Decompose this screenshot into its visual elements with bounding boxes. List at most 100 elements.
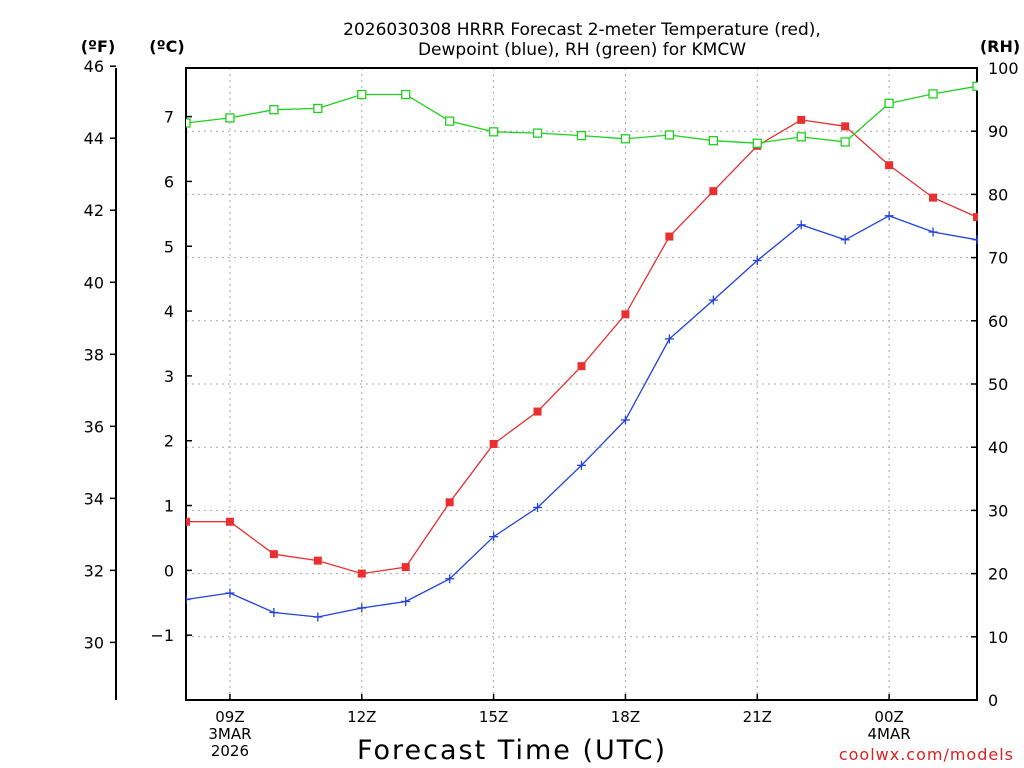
x-tick-label: 21Z (743, 708, 772, 726)
rh-tick-label: 70 (988, 249, 1008, 268)
x-tick-label: 09Z (215, 708, 244, 726)
temperature-point (445, 498, 454, 507)
temperature-point (533, 407, 542, 416)
rh-point (401, 89, 411, 100)
fahrenheit-tick-label: 32 (84, 561, 104, 580)
dewpoint-point (620, 415, 630, 425)
fahrenheit-tick-label: 30 (84, 633, 104, 652)
series-temperature (186, 115, 978, 578)
rh-point (840, 137, 850, 147)
temperature-point (665, 232, 674, 241)
rh-point (532, 128, 543, 138)
rh-point (269, 105, 279, 115)
x-tick-label: 00Z (874, 708, 903, 726)
dewpoint-point (269, 607, 279, 617)
celsius-tick-label: 1 (164, 497, 174, 516)
rh-tick-label: 80 (988, 185, 1008, 204)
fahrenheit-tick-label: 44 (84, 129, 104, 148)
rh-point (708, 136, 718, 146)
x-tick-label: 2026 (211, 742, 249, 760)
celsius-tick-label: 0 (164, 561, 174, 580)
temperature-point (357, 569, 366, 578)
x-tick-label: 12Z (347, 708, 376, 726)
axes: 303234363840424446−101234567010203040506… (84, 57, 1019, 710)
chart-title-line1: 2026030308 HRRR Forecast 2-meter Tempera… (343, 20, 821, 40)
dewpoint-point (664, 334, 674, 344)
temperature-point (709, 187, 718, 196)
dewpoint-point (928, 227, 938, 237)
x-tick-label: 18Z (611, 708, 640, 726)
data-series (186, 81, 978, 622)
dewpoint-point (489, 532, 499, 542)
rh-point (796, 132, 806, 142)
dewpoint-point (357, 603, 367, 613)
rh-point (576, 130, 587, 141)
rh-point (620, 134, 631, 144)
temperature-point (186, 517, 190, 526)
dewpoint-point (796, 220, 806, 230)
rh-tick-label: 0 (988, 691, 998, 710)
rh-tick-label: 90 (988, 122, 1008, 141)
celsius-tick-label: 5 (164, 237, 174, 256)
celsius-tick-label: 4 (164, 302, 174, 321)
dewpoint-point (533, 502, 543, 512)
temperature-point (973, 213, 978, 222)
rh-point (357, 89, 367, 100)
dewpoint-point (313, 612, 323, 622)
fahrenheit-tick-label: 46 (84, 57, 104, 76)
x-tick-label: 15Z (479, 708, 508, 726)
dewpoint-point (884, 211, 894, 221)
rh-point (664, 130, 675, 140)
rh-point (972, 81, 978, 91)
chart-title-line2: Dewpoint (blue), RH (green) for KMCW (418, 40, 746, 60)
dewpoint-point (840, 235, 850, 245)
rh-point (225, 113, 235, 123)
rh-point (445, 116, 455, 126)
rh-point (928, 89, 938, 99)
credit-text: coolwx.com/models (839, 745, 1014, 764)
fahrenheit-unit-label: (ºF) (81, 37, 116, 56)
rh-tick-label: 40 (988, 438, 1008, 457)
temperature-point (929, 193, 938, 202)
temperature-point (269, 550, 278, 559)
temperature-point (313, 556, 322, 565)
series-dewpoint (186, 211, 978, 622)
fahrenheit-tick-label: 42 (84, 201, 104, 220)
rh-tick-label: 50 (988, 375, 1008, 394)
temperature-point (797, 115, 806, 124)
rh-point (884, 98, 894, 109)
dewpoint-point (972, 235, 978, 245)
rh-tick-label: 30 (988, 501, 1008, 520)
fahrenheit-tick-label: 34 (84, 489, 104, 508)
temperature-point (841, 122, 850, 131)
temperature-point (885, 161, 894, 170)
rh-point (752, 138, 762, 148)
rh-point (186, 118, 191, 128)
rh-point (488, 127, 499, 137)
dewpoint-point (708, 295, 718, 305)
dewpoint-point (445, 574, 455, 584)
rh-unit-label: (RH) (980, 37, 1020, 56)
celsius-unit-label: (ºC) (149, 37, 184, 56)
rh-tick-label: 60 (988, 312, 1008, 331)
fahrenheit-tick-label: 36 (84, 417, 104, 436)
celsius-tick-label: 7 (164, 108, 174, 127)
rh-tick-label: 10 (988, 628, 1008, 647)
dewpoint-point (577, 460, 586, 470)
dewpoint-point (186, 595, 191, 605)
temperature-point (489, 439, 498, 448)
dewpoint-point (401, 596, 411, 606)
temperature-point (577, 362, 586, 371)
x-tick-label: 3MAR (208, 725, 251, 743)
temperature-point (621, 310, 630, 319)
rh-tick-label: 20 (988, 565, 1008, 584)
celsius-tick-label: 2 (164, 432, 174, 451)
fahrenheit-tick-label: 40 (84, 273, 104, 292)
fahrenheit-tick-label: 38 (84, 345, 104, 364)
temperature-point (225, 517, 234, 526)
x-axis-label: Forecast Time (UTC) (357, 735, 667, 766)
celsius-tick-label: 6 (164, 172, 174, 191)
x-tick-label: 4MAR (868, 725, 911, 743)
